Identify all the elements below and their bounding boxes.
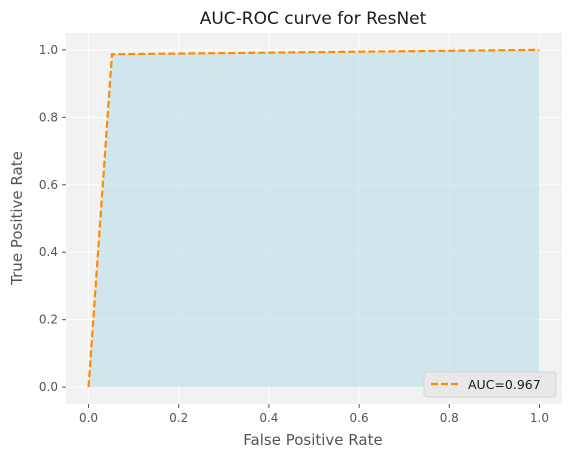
y-tick-label: 0.0 — [39, 380, 58, 394]
y-axis-label: True Positive Rate — [8, 151, 26, 286]
y-tick-label: 0.6 — [39, 178, 58, 192]
x-tick-label: 1.0 — [530, 411, 549, 425]
y-tick-label: 0.8 — [39, 110, 58, 124]
legend-box — [423, 371, 557, 398]
tick-label-layer: 0.0 0.2 0.4 0.6 0.8 1.0 0.0 0.2 0.4 0.6 0.8 1.0 — [39, 43, 549, 425]
roc-curve-line — [87, 48, 540, 388]
legend: AUC=0.967 — [423, 371, 557, 398]
series-line-layer — [87, 48, 540, 388]
x-tick-label: 0.0 — [79, 411, 98, 425]
x-tick-label: 0.2 — [169, 411, 188, 425]
area-fill-layer — [88, 49, 540, 388]
legend-label: AUC=0.967 — [468, 377, 541, 392]
y-tick-label: 0.2 — [39, 313, 58, 327]
chart-title: AUC-ROC curve for ResNet — [200, 9, 427, 29]
y-tick-label: 1.0 — [39, 43, 58, 57]
y-tick-label: 0.4 — [39, 245, 58, 259]
x-tick-label: 0.6 — [350, 411, 369, 425]
roc-area-fill — [88, 49, 540, 388]
x-tick-label: 0.8 — [440, 411, 459, 425]
x-tick-label: 0.4 — [259, 411, 278, 425]
x-axis-label: False Positive Rate — [243, 431, 382, 449]
